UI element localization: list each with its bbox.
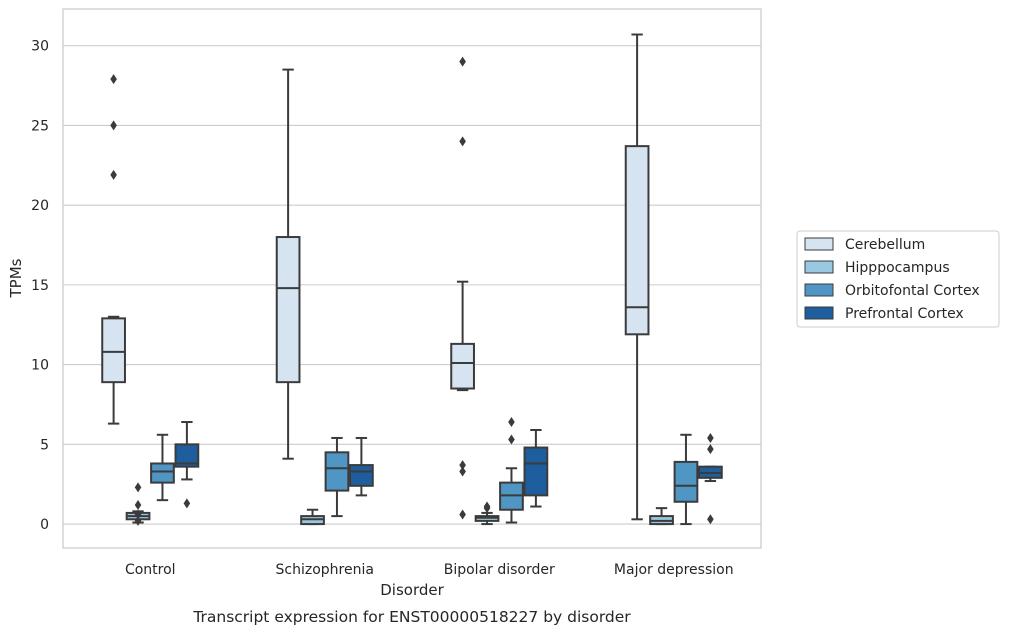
outlier-point: [110, 74, 117, 85]
x-tick-label: Bipolar disorder: [444, 562, 555, 578]
box-hipppocampus: [125, 482, 151, 526]
legend-swatch: [804, 306, 834, 320]
outlier-point: [134, 482, 142, 493]
legend-label: Orbitofontal Cortex: [845, 283, 980, 299]
y-tick-label: 20: [31, 198, 49, 214]
box-iqr: [523, 446, 549, 497]
box-orbitofontal-cortex: [150, 433, 175, 502]
box-iqr: [673, 460, 699, 503]
y-tick-label: 0: [40, 517, 49, 533]
box-orbitofontal-cortex: [499, 417, 524, 524]
outlier-point: [134, 499, 142, 510]
outlier-point: [459, 466, 466, 477]
y-axis-label: TPMs: [7, 258, 25, 298]
legend-swatch: [804, 283, 834, 297]
y-tick-label: 5: [40, 437, 49, 453]
y-tick-label: 15: [31, 278, 49, 294]
x-tick-label: Schizophrenia: [276, 562, 374, 578]
outlier-point: [707, 514, 714, 525]
box-iqr: [324, 451, 350, 492]
outlier-point: [459, 136, 466, 147]
outlier-point: [110, 120, 117, 131]
x-axis-ticks: Control Schizophrenia Bipolar disorder Majo…: [125, 562, 734, 578]
legend-swatch: [804, 260, 834, 274]
box-hipppocampus: [474, 501, 500, 526]
outlier-point: [459, 509, 466, 520]
y-tick-label: 10: [31, 358, 49, 374]
x-tick-label: Control: [125, 562, 176, 578]
box-hipppocampus: [649, 507, 674, 526]
x-axis-label: Disorder: [380, 581, 444, 599]
box-cerebellum: [275, 68, 301, 460]
box-cerebellum: [624, 33, 650, 521]
legend-label: Hipppocampus: [845, 260, 950, 276]
y-tick-label: 30: [31, 39, 49, 55]
outlier-point: [508, 417, 515, 428]
legend-label: Prefrontal Cortex: [845, 306, 964, 322]
box-prefrontal-cortex: [698, 432, 723, 525]
box-iqr: [450, 342, 475, 390]
legend-label: Cerebellum: [845, 237, 925, 253]
box-iqr: [349, 464, 374, 487]
box-cerebellum: [450, 56, 475, 520]
outlier-point: [134, 509, 142, 520]
outlier-point: [183, 498, 191, 509]
box-orbitofontal-cortex: [324, 436, 350, 518]
outlier-point: [508, 434, 515, 445]
box-iqr: [101, 317, 126, 384]
y-axis-ticks: 0 5 10 15 20 25 30: [31, 39, 49, 533]
box-orbitofontal-cortex: [673, 433, 699, 526]
y-tick-label: 25: [31, 118, 49, 134]
box-iqr: [624, 145, 650, 336]
boxes: [101, 33, 723, 526]
box-prefrontal-cortex: [174, 421, 200, 509]
box-iqr: [150, 462, 175, 484]
box-prefrontal-cortex: [523, 428, 549, 508]
box-prefrontal-cortex: [349, 436, 374, 497]
box-iqr: [174, 443, 200, 468]
box-iqr: [275, 236, 301, 384]
outlier-point: [459, 460, 466, 471]
outlier-point: [707, 432, 714, 443]
plot-area-frame: [62, 8, 762, 549]
legend-swatch: [804, 237, 834, 251]
outlier-point: [134, 515, 142, 526]
legend: Cerebellum Hipppocampus Orbitofontal Corte…: [796, 230, 1000, 328]
box-cerebellum: [101, 74, 126, 425]
gridlines: [63, 45, 761, 525]
outlier-point: [707, 444, 714, 455]
figure-caption: Transcript expression for ENST0000051822…: [192, 608, 631, 626]
outlier-point: [459, 56, 466, 67]
outlier-point: [110, 169, 117, 180]
legend-frame: [796, 230, 1000, 328]
box-hipppocampus: [300, 508, 325, 526]
x-tick-label: Major depression: [614, 562, 734, 578]
outlier-point: [483, 501, 491, 512]
